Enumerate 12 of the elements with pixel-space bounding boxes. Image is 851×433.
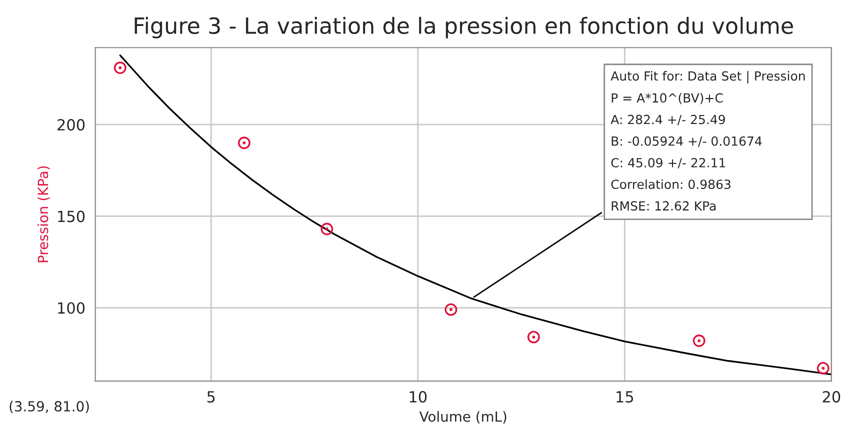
x-tick-label: 5	[207, 391, 215, 403]
x-tick-label: 20	[822, 391, 840, 403]
annotation: Auto Fit for: Data Set | Pression P = A*10^(BV)+C A: 282.4 +/- 25.49 B: -0.05924 +/- 0.01674 C: 45.09 +/- 22.11 Correlation: 0.9863 RMSE: 12.62 KPa	[610, 70, 805, 211]
x-tick-label: 15	[616, 391, 634, 403]
y-axis-title: Pression (KPa)	[37, 166, 50, 262]
x-axis-title: Volume (mL)	[419, 411, 506, 424]
chart-title: Figure 3 - La variation de la pression en fonction du volume	[134, 16, 793, 38]
y-tick-label: 100	[58, 302, 85, 314]
text: (3.59, 81.0)	[10, 400, 89, 414]
y-tick-label: 200	[58, 119, 85, 131]
x-tick-label: 10	[410, 391, 427, 403]
y-tick-label: 150	[58, 210, 85, 222]
